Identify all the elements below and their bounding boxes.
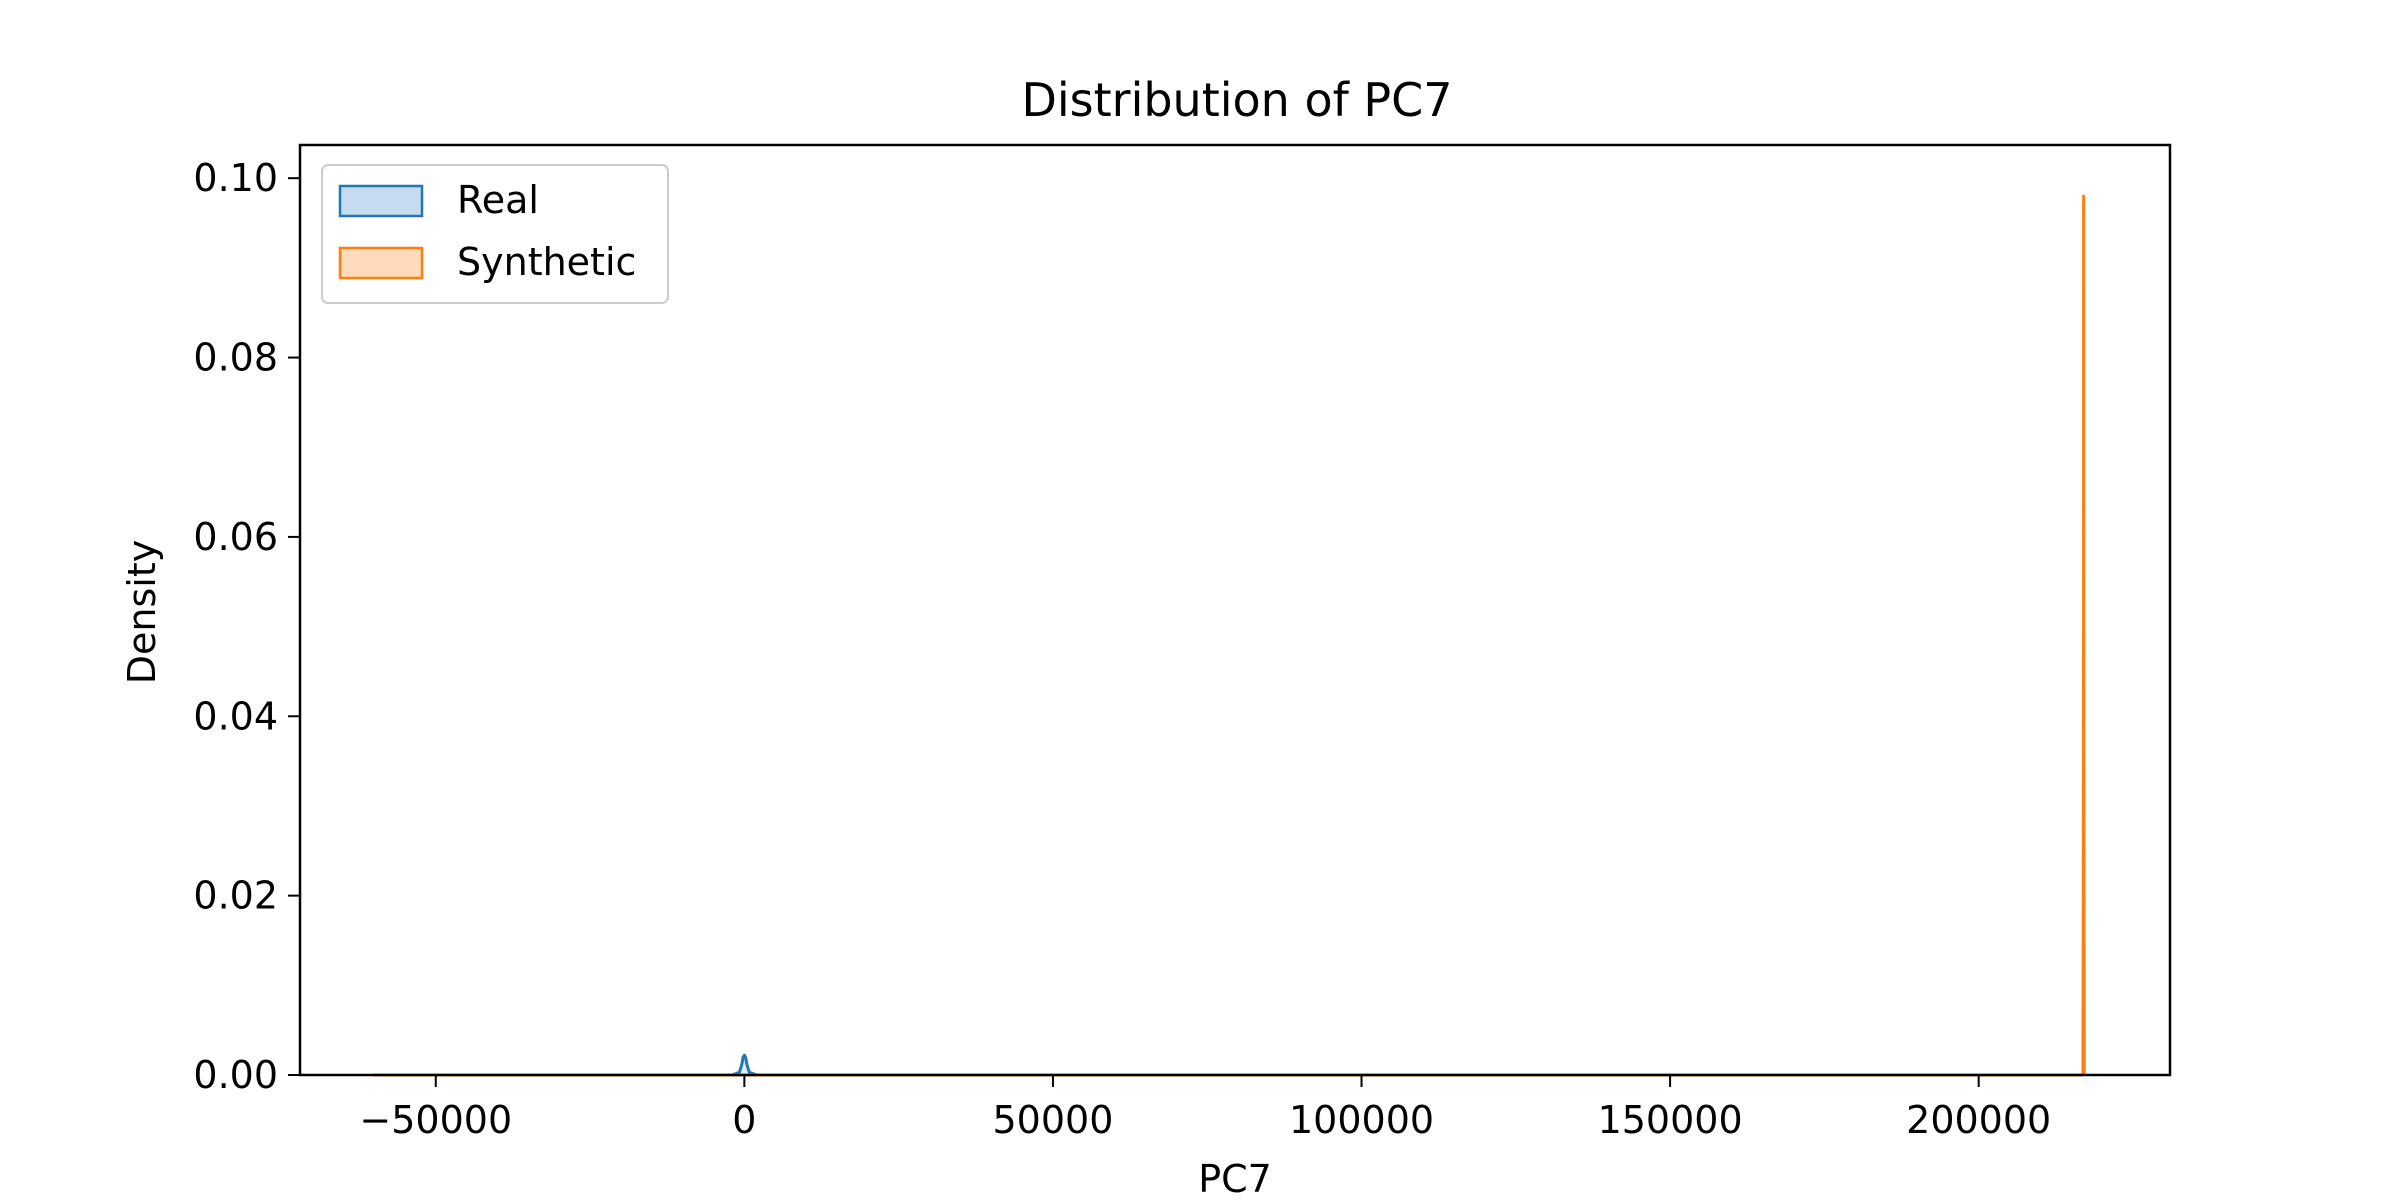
x-axis-ticks: −50000 0 50000 100000 150000 200000 <box>359 1075 2051 1142</box>
y-tick-label: 0.08 <box>193 336 278 380</box>
chart-title: Distribution of PC7 <box>1021 73 1452 127</box>
y-tick-label: 0.06 <box>193 515 278 559</box>
y-tick-label: 0.10 <box>193 156 278 200</box>
x-axis-label: PC7 <box>1198 1157 1272 1200</box>
y-axis-label: Density <box>120 540 164 684</box>
legend-label-synthetic: Synthetic <box>457 240 636 284</box>
density-curve-real <box>374 1053 2084 1077</box>
legend: Real Synthetic <box>321 164 669 304</box>
x-tick-label: 100000 <box>1289 1098 1434 1142</box>
legend-swatch-synthetic <box>338 246 424 280</box>
x-tick-label: 0 <box>732 1098 756 1142</box>
x-tick-label: 50000 <box>992 1098 1113 1142</box>
x-tick-label: 200000 <box>1906 1098 2051 1142</box>
legend-label-real: Real <box>457 178 539 222</box>
y-tick-label: 0.04 <box>193 694 278 738</box>
axes-frame <box>298 143 2172 1077</box>
x-tick-label: −50000 <box>359 1098 512 1142</box>
legend-swatch-real <box>338 184 424 218</box>
y-tick-label: 0.02 <box>193 874 278 918</box>
y-axis-ticks: 0.00 0.02 0.04 0.06 0.08 0.10 <box>193 156 300 1097</box>
y-tick-label: 0.00 <box>193 1053 278 1097</box>
x-tick-label: 150000 <box>1598 1098 1743 1142</box>
